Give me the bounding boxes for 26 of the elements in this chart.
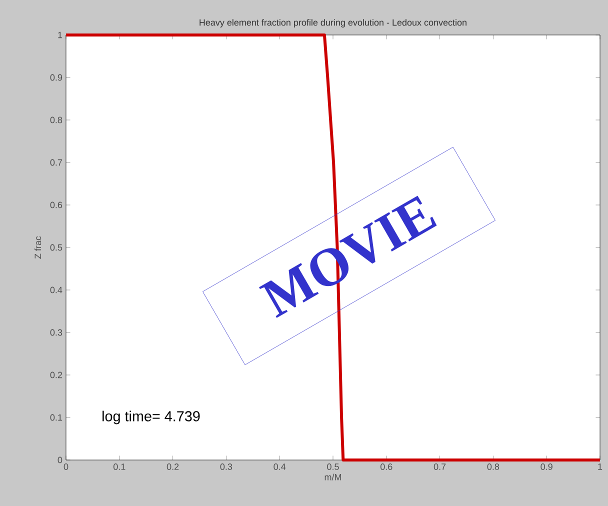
x-tick-label: 0 <box>64 464 68 470</box>
y-tick-label: 0.4 <box>50 286 62 294</box>
x-tick-label: 0.8 <box>487 464 500 470</box>
chart-title: Heavy element fraction profile during evolution - Ledoux convection <box>200 19 466 28</box>
y-tick-label: 0.5 <box>50 244 62 251</box>
y-tick-label: 0.7 <box>50 159 62 166</box>
x-tick-label: 0.5 <box>327 464 339 470</box>
x-tick-label: 1 <box>598 464 602 470</box>
y-tick-label: 0.9 <box>50 74 62 81</box>
x-tick-label: 0.7 <box>434 464 446 470</box>
y-tick-label: 0.8 <box>50 116 62 124</box>
y-tick-label: 0.3 <box>50 329 62 336</box>
y-tick-label: 0.6 <box>50 202 62 208</box>
x-tick-label: 0.6 <box>380 464 392 470</box>
x-tick-label: 0.3 <box>220 464 232 470</box>
y-tick-label: 1 <box>58 32 62 38</box>
annotation: log time= 4.739 <box>102 410 200 424</box>
x-tick-label: 0.4 <box>274 464 286 470</box>
x-tick-label: 0.9 <box>540 464 552 470</box>
y-tick-label: 0.2 <box>50 372 62 378</box>
x-tick-label: 0.2 <box>166 464 179 470</box>
y-axis-title: Z frac <box>34 236 42 259</box>
y-tick-label: 0 <box>58 456 62 464</box>
x-axis-title: m/M <box>324 474 342 480</box>
y-tick-label: 0.1 <box>50 414 62 421</box>
x-tick-label: 0.1 <box>113 464 126 470</box>
